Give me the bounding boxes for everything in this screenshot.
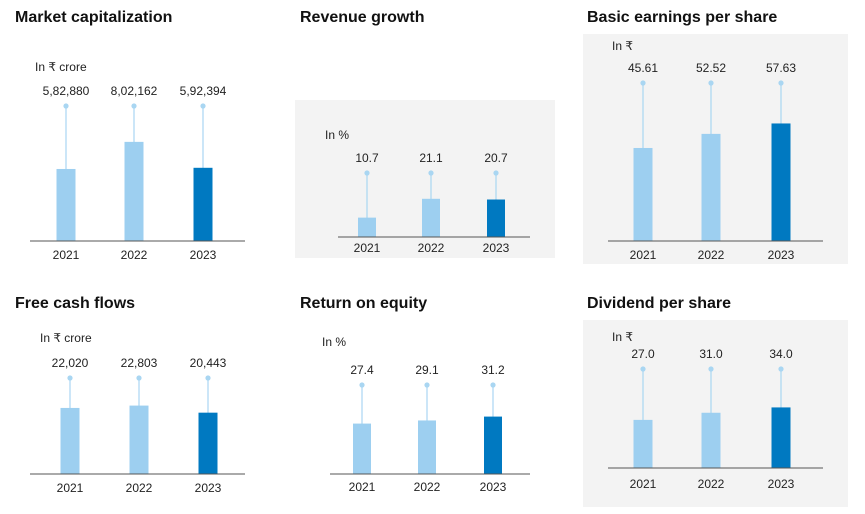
chart-plot: 45.61 2021 52.52 2022 57.63 2023 [608,61,823,262]
chart-panel-eps: Basic earnings per share In ₹ 45.61 2021 5… [578,0,865,270]
value-leader-dot [205,375,211,381]
x-tick-label: 2022 [418,241,445,255]
chart-title: Dividend per share [587,295,732,312]
bar [353,423,371,474]
chart-panel-roe: Return on equity In % 27.4 2021 29.1 2022 31… [290,290,575,514]
bar [422,198,440,237]
chart-panel-free-cash-flows: Free cash flows In ₹ crore 22,020 2021 22,… [0,290,285,514]
value-leader-dot [493,170,499,176]
data-label: 5,92,394 [180,84,227,98]
x-tick-label: 2023 [483,241,510,255]
value-leader-dot [63,103,69,109]
chart-title: Return on equity [300,295,428,312]
value-leader-dot [778,80,784,86]
data-label: 5,82,880 [43,84,90,98]
data-label: 20,443 [190,356,227,370]
chart-panel-market-cap: Market capitalization In ₹ crore 5,82,88… [0,0,285,270]
data-label: 10.7 [355,151,379,165]
data-label: 8,02,162 [111,84,158,98]
data-label: 21.1 [419,151,443,165]
bar [633,419,653,468]
value-leader-dot [424,382,430,388]
data-label: 27.4 [350,363,374,377]
chart-unit-label: In % [325,128,350,142]
chart-unit-label: In ₹ [612,39,633,53]
value-leader-dot [708,366,714,372]
chart-title: Basic earnings per share [587,9,778,26]
bar [487,199,505,237]
x-tick-label: 2022 [698,477,725,491]
chart-title: Free cash flows [15,295,136,312]
x-tick-label: 2021 [349,480,376,494]
data-label: 34.0 [769,347,793,361]
bar [60,407,80,474]
value-leader-dot [490,382,496,388]
x-tick-label: 2023 [480,480,507,494]
x-tick-label: 2023 [768,248,795,262]
bar [56,168,76,241]
data-label: 31.2 [481,363,505,377]
chart-plot: 10.7 2021 21.1 2022 20.7 2023 [338,151,530,255]
bar [701,412,721,468]
value-leader-dot [364,170,370,176]
value-leader-dot [200,103,206,109]
data-label: 31.0 [699,347,723,361]
x-tick-label: 2023 [195,481,222,495]
x-tick-label: 2023 [190,248,217,262]
chart-title: Revenue growth [300,9,425,26]
bar [129,405,149,474]
data-label: 45.61 [628,61,658,75]
x-tick-label: 2023 [768,477,795,491]
value-leader-dot [640,366,646,372]
data-label: 22,803 [121,356,158,370]
x-tick-label: 2022 [698,248,725,262]
value-leader-dot [359,382,365,388]
bar [358,217,376,237]
chart-plot: 22,020 2021 22,803 2022 20,443 2023 [30,356,245,495]
x-tick-label: 2021 [57,481,84,495]
bar [124,141,144,241]
data-label: 27.0 [631,347,655,361]
x-tick-label: 2022 [126,481,153,495]
chart-title: Market capitalization [15,9,173,26]
chart-unit-label: In ₹ crore [35,60,87,74]
value-leader-dot [640,80,646,86]
chart-unit-label: In ₹ [612,330,633,344]
data-label: 52.52 [696,61,726,75]
data-label: 22,020 [52,356,89,370]
bar [633,147,653,241]
value-leader-dot [136,375,142,381]
bar [193,167,213,241]
value-leader-dot [778,366,784,372]
x-tick-label: 2021 [630,477,657,491]
bar [484,416,502,474]
value-leader-dot [428,170,434,176]
x-tick-label: 2021 [53,248,80,262]
bar [418,420,436,474]
x-tick-label: 2021 [630,248,657,262]
chart-unit-label: In % [322,335,347,349]
value-leader-dot [708,80,714,86]
data-label: 29.1 [415,363,439,377]
bar [198,412,218,474]
value-leader-dot [131,103,137,109]
x-tick-label: 2022 [414,480,441,494]
value-leader-dot [67,375,73,381]
chart-panel-dps: Dividend per share In ₹ 27.0 2021 31.0 2022… [578,290,865,514]
data-label: 20.7 [484,151,508,165]
chart-plot: 27.4 2021 29.1 2022 31.2 2023 [330,363,530,494]
chart-plot: 5,82,880 2021 8,02,162 2022 5,92,394 2023 [30,84,245,262]
chart-unit-label: In ₹ crore [40,331,92,345]
chart-plot: 27.0 2021 31.0 2022 34.0 2023 [608,347,823,491]
bar [771,407,791,468]
x-tick-label: 2021 [354,241,381,255]
bar [701,133,721,241]
chart-panel-revenue-growth: Revenue growth In % 10.7 2021 21.1 2022 20.7… [290,0,575,270]
data-label: 57.63 [766,61,796,75]
bar [771,123,791,241]
x-tick-label: 2022 [121,248,148,262]
